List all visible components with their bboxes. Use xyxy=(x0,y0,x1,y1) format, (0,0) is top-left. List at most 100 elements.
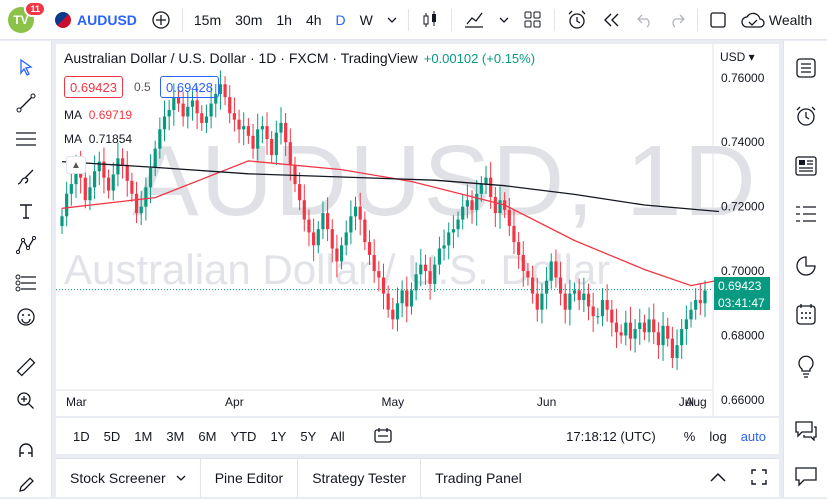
tab-stock-screener-label: Stock Screener xyxy=(70,470,166,486)
currency-menu[interactable]: USD ▾ xyxy=(720,50,755,64)
range-1m[interactable]: 1M xyxy=(134,428,153,444)
goto-date-calendar-icon[interactable] xyxy=(352,427,399,446)
interval-dropdown-chevron-icon[interactable] xyxy=(380,0,404,40)
price-chart[interactable]: 0.76000 0.74000 0.72000 0.70000 0.68000 0.660… xyxy=(56,44,779,416)
candle-body xyxy=(246,126,250,136)
calendar-icon[interactable] xyxy=(791,299,821,329)
indicators-chevron-icon[interactable] xyxy=(492,0,516,40)
candle-body xyxy=(377,271,381,278)
candle-body xyxy=(619,332,623,336)
indicators-icon[interactable] xyxy=(456,0,492,40)
news-icon[interactable] xyxy=(791,151,821,181)
candle-body xyxy=(316,229,320,246)
auto-scale-toggle[interactable]: auto xyxy=(740,428,766,444)
panel-maximize-icon[interactable] xyxy=(739,468,779,488)
alert-clock-icon[interactable] xyxy=(559,0,595,40)
text-tool-icon[interactable] xyxy=(12,197,40,225)
emoji-icon[interactable] xyxy=(12,303,40,331)
log-scale-toggle[interactable]: log xyxy=(709,428,727,444)
sell-price-box[interactable]: 0.69423 xyxy=(64,76,123,98)
candle-body xyxy=(479,184,483,194)
candle-body xyxy=(638,322,642,330)
hotlist-icon[interactable] xyxy=(791,251,821,281)
chat-icon[interactable] xyxy=(791,415,821,445)
range-ytd[interactable]: YTD xyxy=(230,428,257,444)
ideas-lightbulb-icon[interactable] xyxy=(791,351,821,381)
buy-price-box[interactable]: 0.69428 xyxy=(160,76,219,98)
percent-scale-toggle[interactable]: % xyxy=(683,428,696,444)
ma-fast-legend[interactable]: MA 0.69719 xyxy=(64,108,132,122)
range-5y[interactable]: 5Y xyxy=(300,428,317,444)
interval-d[interactable]: D xyxy=(335,11,346,28)
candle-body xyxy=(465,200,469,207)
tab-trading-panel[interactable]: Trading Panel xyxy=(435,470,522,486)
candle-body xyxy=(69,184,73,194)
range-6m[interactable]: 6M xyxy=(198,428,217,444)
candle-body xyxy=(596,316,600,318)
ma-slow-legend[interactable]: MA 0.71854 xyxy=(64,132,132,146)
layouts-grid-icon[interactable] xyxy=(516,0,550,40)
horizontal-lines-icon[interactable] xyxy=(12,125,40,153)
range-1y[interactable]: 1Y xyxy=(270,428,287,444)
redo-icon[interactable] xyxy=(661,0,693,40)
candle-body xyxy=(88,187,92,201)
pencil-lock-icon[interactable] xyxy=(12,471,40,499)
symbol-search-button[interactable]: AUDUSD xyxy=(48,0,144,40)
aud-usd-flag-icon xyxy=(55,11,71,28)
panel-collapse-chevron-up-icon[interactable] xyxy=(697,470,739,486)
range-1d[interactable]: 1D xyxy=(73,428,90,444)
trend-line-icon[interactable] xyxy=(12,89,40,117)
magnet-icon[interactable] xyxy=(12,437,40,465)
interval-15m[interactable]: 15m xyxy=(193,11,222,28)
range-all[interactable]: All xyxy=(330,428,345,444)
undo-icon[interactable] xyxy=(629,0,661,40)
brush-icon[interactable] xyxy=(12,163,40,191)
tab-pine-editor[interactable]: Pine Editor xyxy=(201,458,299,498)
candle-body xyxy=(270,139,274,156)
alarm-clock-icon[interactable] xyxy=(791,101,821,131)
tab-strategy-tester[interactable]: Strategy Tester xyxy=(298,458,422,498)
utc-clock[interactable]: 17:18:12 (UTC) xyxy=(566,428,656,444)
chat-bubble-icon[interactable] xyxy=(791,461,821,491)
watchlist-icon[interactable] xyxy=(791,53,821,83)
pattern-tool-icon[interactable] xyxy=(12,231,40,259)
interval-30m[interactable]: 30m xyxy=(235,11,263,28)
candle-body xyxy=(125,164,129,181)
candle-body xyxy=(284,122,288,143)
fullscreen-layout-icon[interactable] xyxy=(702,0,734,40)
candle-body xyxy=(321,213,325,230)
price-tick-label: 0.76000 xyxy=(721,71,765,85)
candle-body xyxy=(353,206,358,217)
cursor-arrow-icon[interactable] xyxy=(12,53,40,81)
candle-body xyxy=(60,216,64,226)
candle-body xyxy=(535,293,539,310)
data-window-icon[interactable] xyxy=(791,199,821,229)
candle-body xyxy=(363,219,367,243)
candles-chart-type-icon[interactable] xyxy=(413,0,447,40)
candle-body xyxy=(484,177,488,185)
ruler-icon[interactable] xyxy=(12,353,40,381)
account-button[interactable]: Wealth xyxy=(734,0,812,40)
tab-stock-screener[interactable]: Stock Screener xyxy=(56,458,201,498)
candle-body xyxy=(307,219,311,233)
replay-icon[interactable] xyxy=(595,0,629,40)
tradingview-logo[interactable]: TV 11 xyxy=(8,0,46,33)
interval-w[interactable]: W xyxy=(359,11,373,28)
candle-body xyxy=(405,290,409,307)
candle-body xyxy=(526,271,530,278)
range-3m[interactable]: 3M xyxy=(166,428,185,444)
interval-4h[interactable]: 4h xyxy=(305,11,322,28)
price-tick-label: 0.74000 xyxy=(721,135,765,149)
chart-pane[interactable]: AUDUSD, 1D Australian Dollar / U.S. Doll… xyxy=(56,44,779,416)
candle-body xyxy=(451,229,455,233)
compare-add-button[interactable] xyxy=(144,0,178,40)
candle-body xyxy=(144,187,148,207)
fib-tool-icon[interactable] xyxy=(12,269,40,297)
interval-1h[interactable]: 1h xyxy=(276,11,292,28)
candle-body xyxy=(190,100,195,107)
candle-body xyxy=(475,193,479,210)
range-5d[interactable]: 5D xyxy=(103,428,121,444)
legend-collapse-chevron-icon[interactable]: ▲ xyxy=(66,156,86,174)
candle-body xyxy=(139,206,143,214)
zoom-in-icon[interactable] xyxy=(12,387,40,415)
